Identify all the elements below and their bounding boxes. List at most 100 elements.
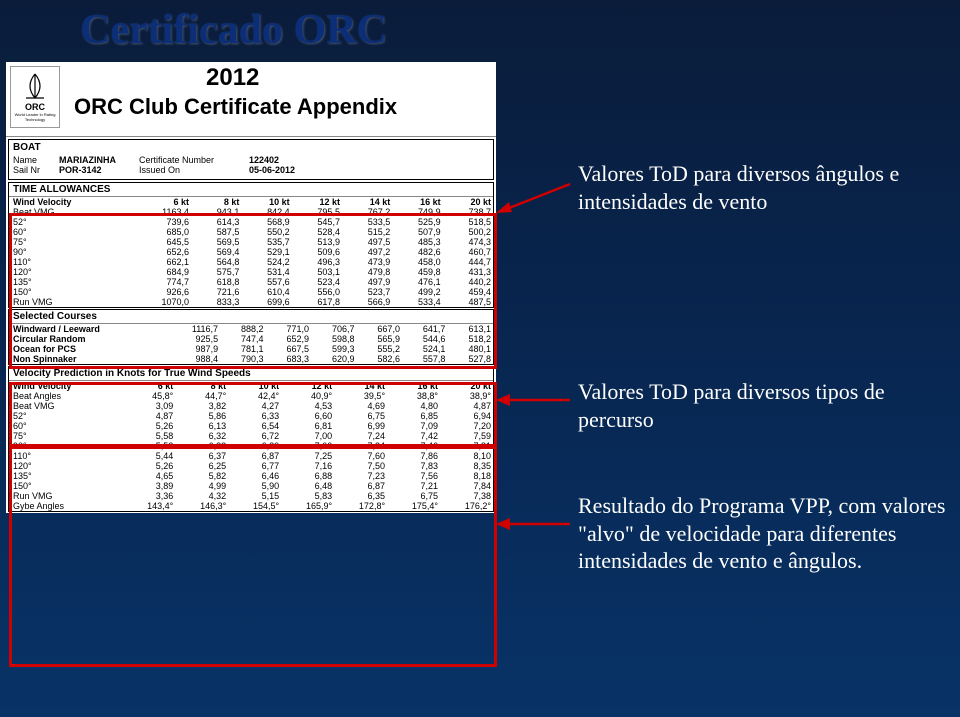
cell: Beat Angles bbox=[9, 391, 122, 401]
cell: 747,4 bbox=[220, 334, 265, 344]
cell: 535,7 bbox=[241, 237, 291, 247]
sail-label: Sail Nr bbox=[13, 165, 59, 175]
cell: 6,80 bbox=[228, 441, 281, 451]
cell: 480,1 bbox=[447, 344, 493, 354]
vpp-hdr: Velocity Prediction in Knots for True Wi… bbox=[9, 367, 493, 381]
cell: 6 kt bbox=[131, 197, 191, 207]
cell: 988,4 bbox=[168, 354, 220, 364]
cell: 610,4 bbox=[241, 287, 291, 297]
vpp-section: Velocity Prediction in Knots for True Wi… bbox=[8, 366, 494, 512]
cell: 459,4 bbox=[443, 287, 493, 297]
cell: 790,3 bbox=[220, 354, 265, 364]
cell: 507,9 bbox=[392, 227, 442, 237]
table-row: Run VMG1070,0833,3699,6617,8566,9533,448… bbox=[9, 297, 493, 307]
boat-row-1: Name MARIAZINHA Certificate Number 12240… bbox=[13, 155, 489, 165]
cell: 987,9 bbox=[168, 344, 220, 354]
table-row: Ocean for PCS987,9781,1667,5599,3555,252… bbox=[9, 344, 493, 354]
cell: 569,4 bbox=[191, 247, 241, 257]
cell: Ocean for PCS bbox=[9, 344, 168, 354]
cell: 7,21 bbox=[387, 481, 440, 491]
cell: 90° bbox=[9, 247, 131, 257]
vpp-table: Wind Velocity6 kt8 kt10 kt12 kt14 kt16 k… bbox=[9, 381, 493, 511]
cell: 6 kt bbox=[122, 381, 175, 391]
table-row: 52°4,875,866,336,606,756,856,94 bbox=[9, 411, 493, 421]
cell: 5,86 bbox=[175, 411, 228, 421]
cell: 42,4° bbox=[228, 391, 281, 401]
cell: 473,9 bbox=[342, 257, 392, 267]
cell: Run VMG bbox=[9, 297, 131, 307]
cert-val: 122402 bbox=[249, 155, 279, 165]
cell: 587,5 bbox=[191, 227, 241, 237]
cell: 7,46 bbox=[387, 441, 440, 451]
table-row: 110°5,446,376,877,257,607,868,10 bbox=[9, 451, 493, 461]
cell: 7,25 bbox=[281, 451, 334, 461]
table-row: Run VMG3,364,325,155,836,356,757,38 bbox=[9, 491, 493, 501]
cell: 135° bbox=[9, 471, 122, 481]
cell: 774,7 bbox=[131, 277, 191, 287]
cell: 6,54 bbox=[228, 421, 281, 431]
cell: 6,75 bbox=[387, 491, 440, 501]
cell: 6,35 bbox=[334, 491, 387, 501]
courses-table: Windward / Leeward1116,7888,2771,0706,76… bbox=[9, 324, 493, 364]
cell: 8,18 bbox=[440, 471, 493, 481]
cell: 6,13 bbox=[175, 421, 228, 431]
cell: 7,24 bbox=[334, 441, 387, 451]
cell: 496,3 bbox=[292, 257, 342, 267]
cell: 523,4 bbox=[292, 277, 342, 287]
cell: 20 kt bbox=[440, 381, 493, 391]
cell: 6,25 bbox=[175, 461, 228, 471]
cell: 8,35 bbox=[440, 461, 493, 471]
cell: Windward / Leeward bbox=[9, 324, 168, 334]
cell: 6,88 bbox=[281, 471, 334, 481]
cell: 699,6 bbox=[241, 297, 291, 307]
cell: 533,5 bbox=[342, 217, 392, 227]
cert-label: Certificate Number bbox=[139, 155, 249, 165]
cell: Non Spinnaker bbox=[9, 354, 168, 364]
cell: 569,5 bbox=[191, 237, 241, 247]
cell: 487,5 bbox=[443, 297, 493, 307]
cell: 6,32 bbox=[175, 441, 228, 451]
arrow-1-icon bbox=[494, 180, 574, 216]
cell: 833,3 bbox=[191, 297, 241, 307]
cell: 485,3 bbox=[392, 237, 442, 247]
cell: 431,3 bbox=[443, 267, 493, 277]
table-row: 120°684,9575,7531,4503,1479,8459,8431,3 bbox=[9, 267, 493, 277]
cell: 110° bbox=[9, 451, 122, 461]
cell: 154,5° bbox=[228, 501, 281, 511]
cell: 60° bbox=[9, 227, 131, 237]
cell: 6,87 bbox=[334, 481, 387, 491]
cell: 135° bbox=[9, 277, 131, 287]
cell: 566,9 bbox=[342, 297, 392, 307]
cell: 90° bbox=[9, 441, 122, 451]
cell: 175,4° bbox=[387, 501, 440, 511]
cell: Wind Velocity bbox=[9, 381, 122, 391]
cell: 550,2 bbox=[241, 227, 291, 237]
cell: 7,42 bbox=[387, 431, 440, 441]
cell: 6,77 bbox=[228, 461, 281, 471]
cell: 176,2° bbox=[440, 501, 493, 511]
cell: 150° bbox=[9, 287, 131, 297]
cell: Run VMG bbox=[9, 491, 122, 501]
cell: 667,5 bbox=[266, 344, 311, 354]
cell: 925,5 bbox=[168, 334, 220, 344]
cell: 6,75 bbox=[334, 411, 387, 421]
cell: 620,9 bbox=[311, 354, 356, 364]
cell: 518,2 bbox=[447, 334, 493, 344]
cell: 16 kt bbox=[387, 381, 440, 391]
cell: 1163,4 bbox=[131, 207, 191, 217]
courses-hdr: Selected Courses bbox=[9, 310, 493, 324]
cell: 6,81 bbox=[281, 421, 334, 431]
cell: 564,8 bbox=[191, 257, 241, 267]
slide-title: Certificado ORC bbox=[80, 6, 387, 54]
table-row: 60°5,266,136,546,816,997,097,20 bbox=[9, 421, 493, 431]
logo-label: ORC bbox=[25, 102, 45, 112]
cell: 749,9 bbox=[392, 207, 442, 217]
cell: 4,99 bbox=[175, 481, 228, 491]
table-row: 110°662,1564,8524,2496,3473,9458,0444,7 bbox=[9, 257, 493, 267]
cell: 544,6 bbox=[402, 334, 447, 344]
cell: 926,6 bbox=[131, 287, 191, 297]
cell: Beat VMG bbox=[9, 207, 131, 217]
cell: 5,58 bbox=[122, 431, 175, 441]
cell: 6,33 bbox=[228, 411, 281, 421]
cell: 5,44 bbox=[122, 451, 175, 461]
